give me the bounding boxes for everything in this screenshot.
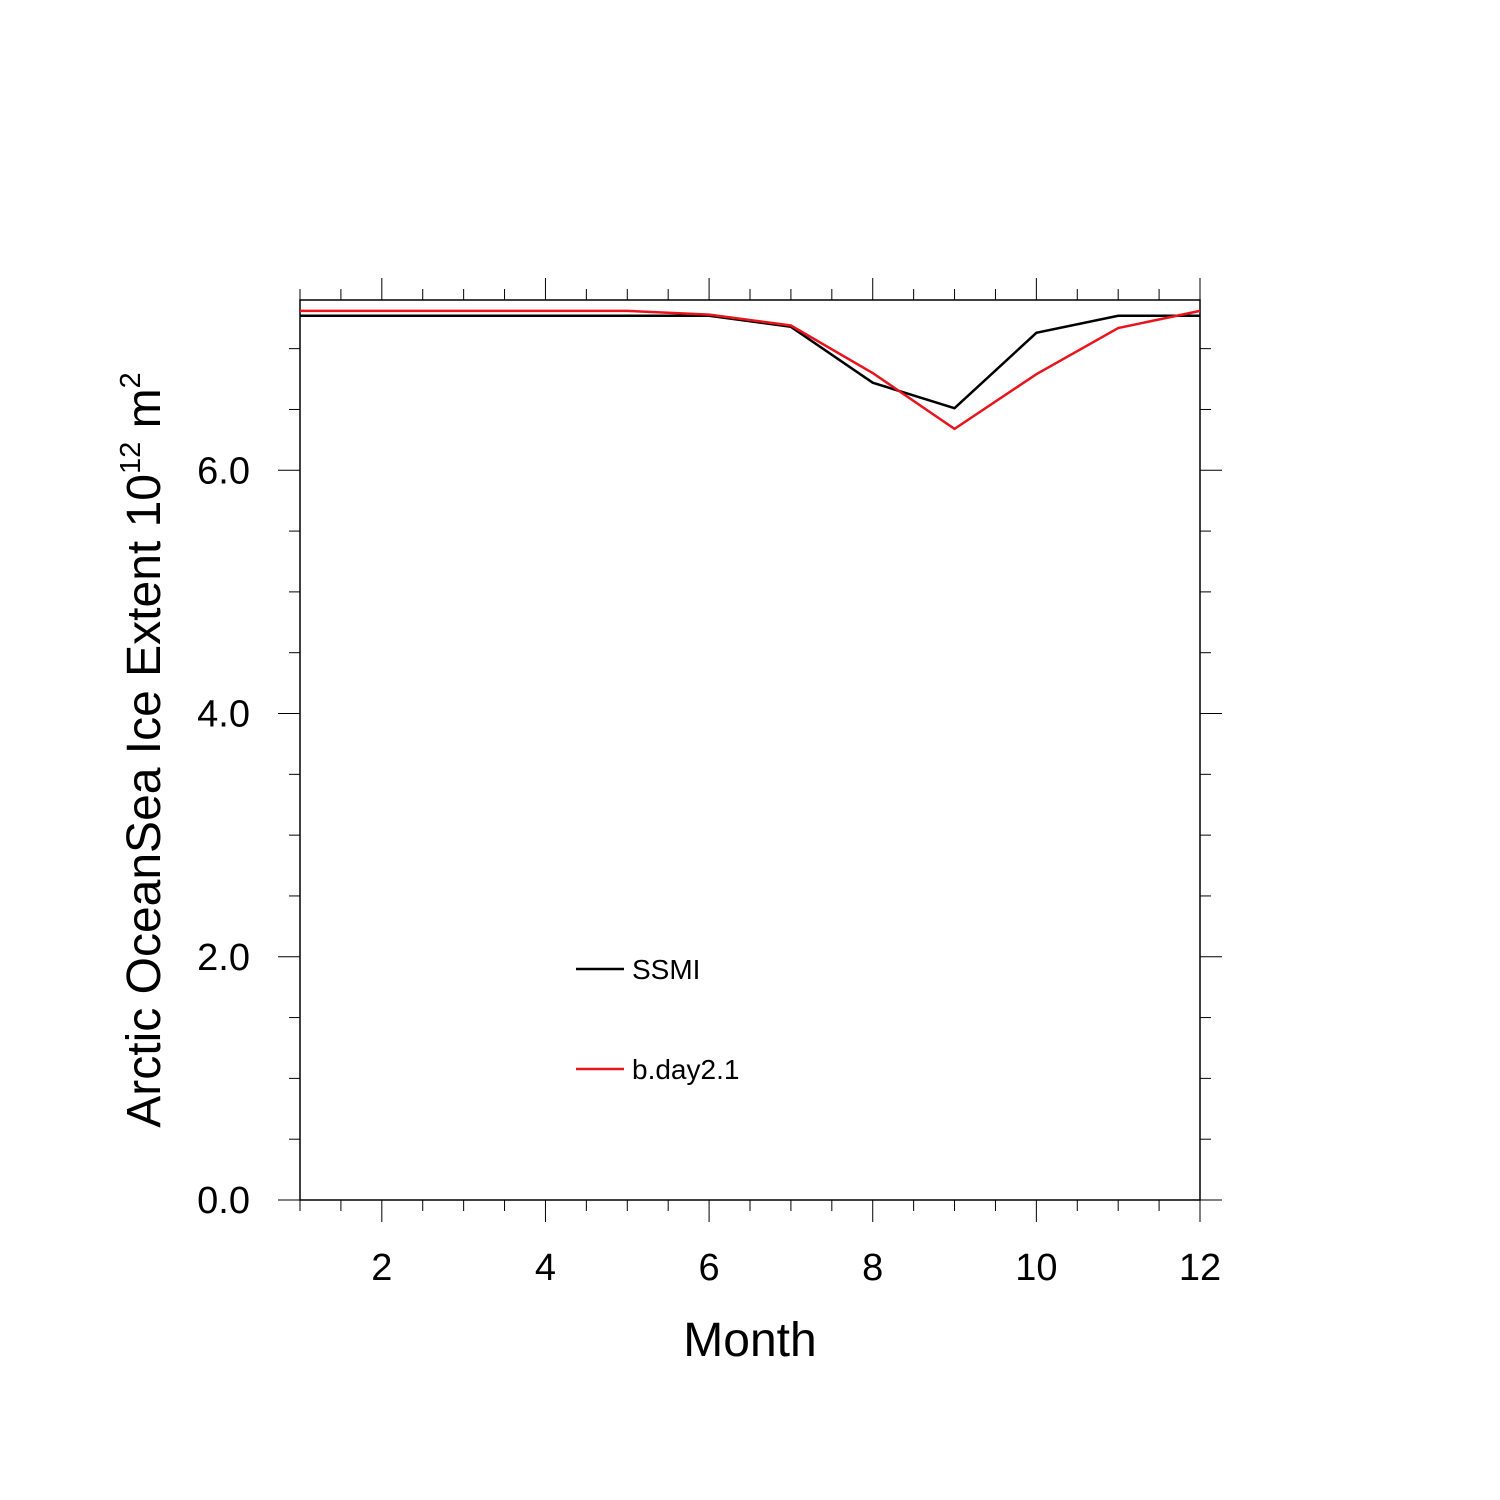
series-line-ssmi [300,314,1200,410]
legend-label: b.day2.1 [632,1054,739,1085]
x-tick-label: 12 [1179,1247,1221,1289]
x-tick-label: 2 [371,1247,392,1289]
y-tick-label: 4.0 [197,694,250,736]
x-tick-label: 4 [535,1247,556,1289]
legend-label: SSMI [632,954,700,985]
y-tick-label: 0.0 [197,1180,250,1222]
axis-ticks [278,278,1222,1222]
y-tick-label: 2.0 [197,937,250,979]
y-axis-label: Arctic OceanSea Ice Extent 1012 m2 [115,372,171,1127]
y-tick-label: 6.0 [197,450,250,492]
tick-labels: 2 4 6 8 10 12 0.0 2.0 4.0 6.0 [197,450,1221,1289]
series-lines [300,309,1201,431]
legend: SSMI b.day2.1 [576,954,739,1085]
y-axis-label-exponent: 12 [115,442,147,474]
x-tick-label: 10 [1015,1247,1057,1289]
x-tick-label: 6 [699,1247,720,1289]
plot-frame [299,299,1201,1201]
series-line-b-day2-1 [300,309,1201,431]
x-tick-label: 8 [862,1247,883,1289]
y-axis-label-unit: m [118,388,171,441]
x-axis-label: Month [683,1314,816,1367]
y-axis-label-unit-exponent: 2 [115,372,147,388]
y-axis-label-text: Arctic OceanSea Ice Extent 10 [118,474,171,1128]
